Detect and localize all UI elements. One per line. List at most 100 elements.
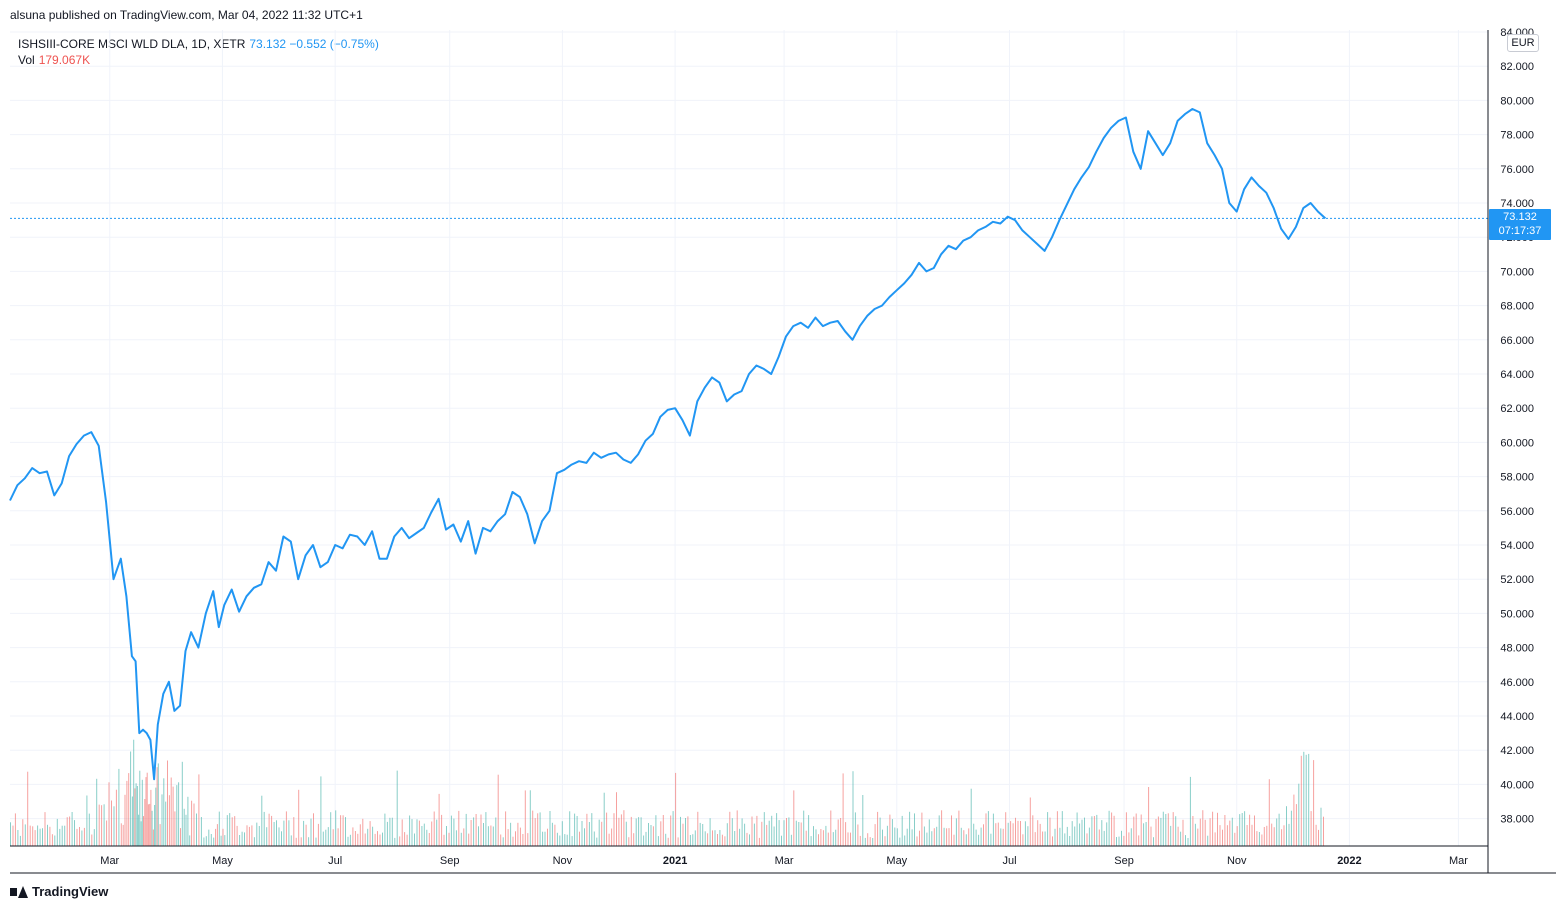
volume-bar [1180, 831, 1182, 846]
volume-bar [687, 816, 689, 846]
volume-bar [904, 835, 906, 846]
footer-brand[interactable]: TradingView [10, 884, 108, 899]
volume-bar [310, 818, 312, 846]
volume-bar [1000, 828, 1002, 846]
volume-bar [34, 830, 36, 846]
volume-bar [450, 815, 452, 846]
volume-bar [1012, 823, 1014, 846]
volume-bar [1231, 817, 1233, 846]
volume-bar [428, 833, 430, 846]
volume-bar [151, 810, 153, 846]
volume-bar [820, 829, 822, 846]
volume-bar [1263, 827, 1265, 846]
volume-bar [697, 811, 699, 846]
volume-bar [1258, 832, 1260, 846]
price-line [9, 108, 1327, 781]
price-tick-label: 64.000 [1500, 369, 1534, 381]
volume-bar [1002, 828, 1004, 846]
volume-bar [965, 834, 967, 846]
volume-bar [640, 817, 642, 846]
volume-bar [234, 816, 236, 846]
tradingview-logo-icon [10, 885, 28, 898]
volume-bar [1295, 804, 1297, 846]
brand-text: TradingView [32, 884, 109, 899]
volume-bar [857, 824, 859, 846]
volume-bar [1241, 813, 1243, 846]
volume-bar [537, 813, 539, 846]
volume-bar [141, 779, 143, 846]
volume-bar [352, 827, 354, 846]
volume-row[interactable]: Vol 179.067K [18, 52, 379, 68]
price-tick-label: 60.000 [1500, 437, 1534, 449]
volume-bar [1189, 776, 1191, 846]
volume-bar [638, 817, 640, 846]
volume-bar [635, 818, 637, 846]
volume-bar [1214, 832, 1216, 846]
volume-bar [872, 838, 874, 846]
volume-bar [879, 817, 881, 846]
volume-bar [208, 829, 210, 846]
volume-bar [561, 821, 563, 846]
chart-grid [10, 30, 1488, 846]
volume-bar [882, 829, 883, 846]
volume-bar [436, 819, 438, 846]
currency-button[interactable]: EUR [1507, 34, 1539, 52]
volume-bar [776, 813, 778, 846]
volume-bar [768, 820, 770, 846]
volume-bar [529, 790, 531, 846]
volume-bar [884, 836, 886, 846]
price-tick-label: 70.000 [1500, 266, 1534, 278]
volume-bar [359, 824, 361, 846]
volume-bar [569, 811, 571, 846]
volume-bar [108, 782, 110, 846]
volume-bar [56, 818, 58, 846]
volume-bar [1121, 830, 1122, 846]
volume-bar [37, 825, 39, 846]
volume-bar [539, 812, 541, 846]
volume-bar [165, 801, 167, 846]
volume-bar [239, 835, 241, 846]
volume-bar [152, 829, 154, 846]
volume-bar [32, 826, 34, 846]
volume-bar [670, 815, 672, 846]
volume-bar [717, 834, 718, 846]
volume-bar [261, 795, 263, 846]
time-tick-label: Mar [775, 855, 794, 867]
last-price-tag: 73.132 07:17:37 [1489, 209, 1551, 240]
volume-bar [1281, 829, 1283, 846]
volume-bar [315, 837, 317, 846]
price-tick-label: 44.000 [1500, 711, 1534, 723]
volume-bar [933, 828, 935, 846]
volume-bar [973, 823, 975, 846]
volume-bar [1125, 812, 1127, 846]
volume-bar [606, 812, 608, 846]
volume-bar [778, 820, 780, 846]
time-tick-label: Jul [1002, 855, 1016, 867]
volume-bar [320, 776, 322, 846]
volume-bar [869, 837, 871, 846]
volume-bar [458, 810, 460, 846]
volume-bar [842, 773, 844, 846]
time-tick-label: 2021 [663, 855, 687, 867]
volume-bar [852, 771, 854, 846]
volume-bar [313, 813, 314, 846]
volume-bar [44, 812, 46, 846]
volume-bar [551, 822, 553, 846]
volume-bar [39, 828, 41, 846]
volume-bar [253, 837, 255, 846]
volume-bar [1315, 824, 1317, 846]
volume-bar [248, 826, 250, 846]
volume-bar [118, 768, 120, 846]
volume-bar [143, 816, 144, 846]
volume-bar [997, 822, 999, 846]
volume-bar [81, 830, 83, 846]
symbol-row[interactable]: ISHSIII-CORE MSCI WLD DLA, 1D, XETR 73.13… [18, 36, 379, 52]
volume-bar [1288, 823, 1290, 846]
volume-bar [862, 795, 864, 846]
volume-bar [943, 827, 945, 846]
volume-bar [332, 829, 334, 846]
volume-bar [877, 811, 879, 846]
volume-bar [414, 833, 415, 846]
volume-bar [191, 800, 193, 846]
